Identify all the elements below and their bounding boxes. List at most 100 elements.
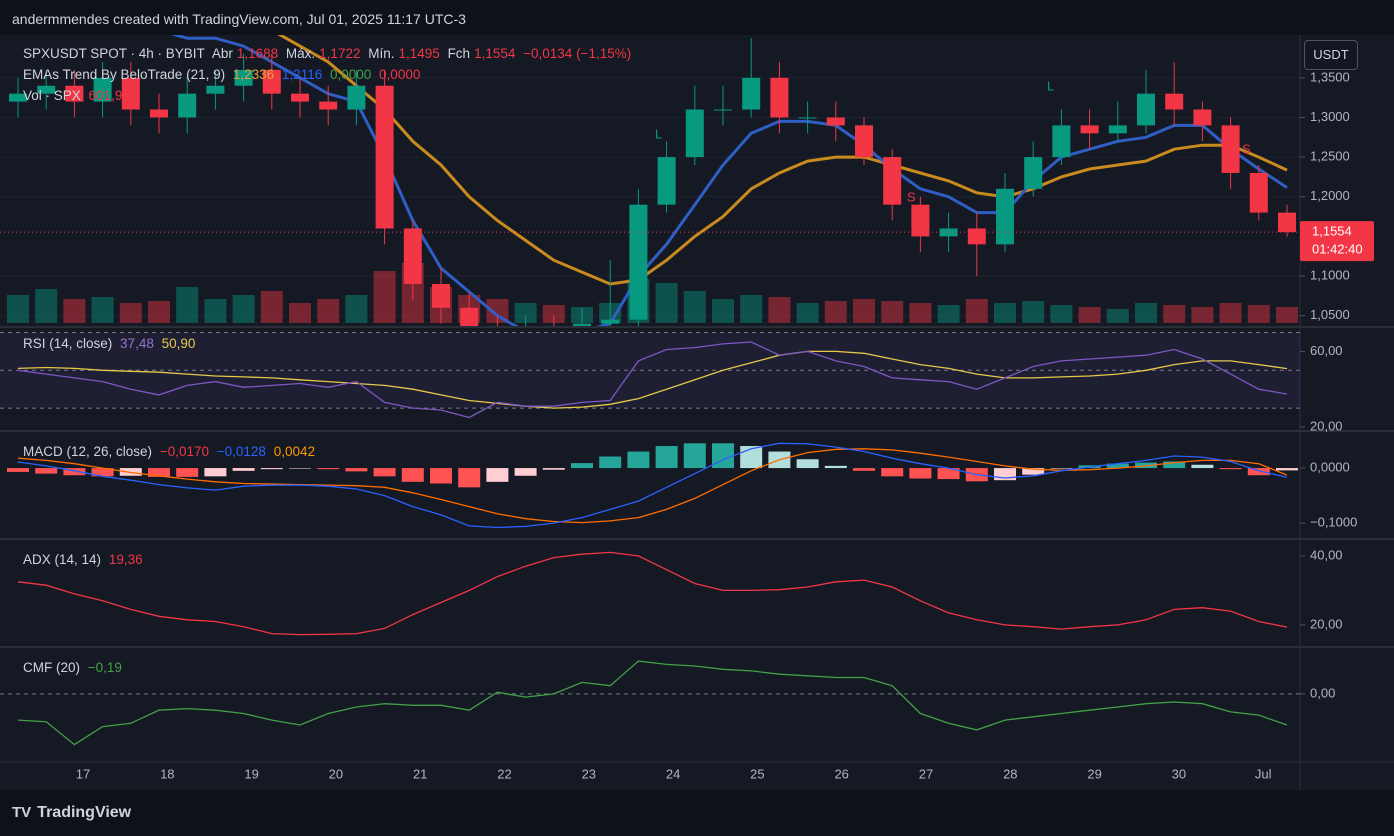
- indicator-line: [17, 660, 1288, 746]
- indicator-name: EMAs Trend By BeloTrade (21, 9): [23, 67, 226, 82]
- indicator-name: MACD (12, 26, close): [23, 444, 153, 459]
- macd-histogram-bar: [345, 468, 368, 472]
- macd-histogram-bar: [317, 468, 340, 470]
- ohlc-label: Máx.: [285, 46, 316, 61]
- candle-body: [93, 77, 112, 102]
- volume-bar: [740, 295, 763, 323]
- candle-body: [657, 157, 676, 205]
- legend-ema: EMAs Trend By BeloTrade (21, 9) 1,2336 1…: [23, 67, 424, 82]
- candle-body: [798, 117, 817, 119]
- candle-body: [685, 109, 704, 158]
- macd-histogram-bar: [1276, 468, 1298, 471]
- volume-bar: [317, 299, 340, 323]
- candle-body: [347, 85, 366, 110]
- candle-body: [262, 69, 281, 94]
- legend-adx: ADX (14, 14) 19,36: [23, 552, 147, 567]
- macd-histogram-bar: [881, 468, 904, 477]
- candle-body: [460, 307, 479, 326]
- indicator-line: [17, 551, 1288, 636]
- candle-body: [967, 228, 986, 245]
- y-tick-label: 1,2000: [1310, 188, 1350, 203]
- volume-bar: [1078, 307, 1101, 323]
- currency-button[interactable]: USDT: [1304, 40, 1358, 70]
- volume-bar: [796, 303, 819, 323]
- ohlc-value: 1,1554: [474, 46, 516, 61]
- macd-histogram-bar: [176, 468, 199, 477]
- indicator-line: [17, 341, 1288, 419]
- x-tick-label: 17: [76, 766, 90, 781]
- x-tick-label: 24: [666, 766, 680, 781]
- candle-body: [206, 85, 225, 94]
- volume-bar: [683, 291, 706, 323]
- candle-body: [742, 77, 761, 110]
- ohlc-label: Mín.: [368, 46, 395, 61]
- candle-body: [826, 117, 845, 126]
- rsi-pane: [0, 332, 1300, 419]
- macd-histogram-bar: [1050, 468, 1073, 469]
- volume-bar: [345, 295, 368, 323]
- x-tick-label: 20: [329, 766, 343, 781]
- macd-histogram-bar: [571, 463, 593, 469]
- indicator-value: 37,48: [120, 336, 154, 351]
- macd-histogram-bar: [712, 443, 734, 469]
- candle-body: [1278, 212, 1296, 233]
- indicator-name: CMF (20): [23, 660, 80, 675]
- candle-body: [403, 228, 422, 284]
- candle-body: [1108, 125, 1127, 134]
- volume-bar: [260, 291, 283, 323]
- legend-cmf: CMF (20) −0,19: [23, 660, 126, 675]
- signal-marker: L: [1047, 78, 1054, 93]
- ohlc-label: Fch: [447, 46, 471, 61]
- indicator-value: −0,0170: [159, 444, 209, 459]
- candle-body: [1080, 125, 1099, 134]
- macd-histogram-bar: [909, 468, 932, 479]
- ohlc-label: Abr: [211, 46, 233, 61]
- candle-body: [1249, 172, 1268, 213]
- candle-body: [1221, 125, 1240, 173]
- x-tick-label: Jul: [1255, 766, 1272, 781]
- signal-marker: L: [655, 126, 662, 141]
- volume-bar: [7, 295, 29, 323]
- macd-histogram-bar: [430, 468, 452, 484]
- y-tick-label: 0,0000: [1310, 460, 1350, 475]
- indicator-name: RSI (14, close): [23, 336, 113, 351]
- volume-bar: [1050, 305, 1073, 323]
- x-tick-label: 30: [1172, 766, 1186, 781]
- candle-body: [432, 283, 450, 308]
- cmf-pane: [0, 660, 1300, 746]
- y-tick-label: 1,2500: [1310, 149, 1350, 164]
- x-tick-label: 21: [413, 766, 427, 781]
- candle-body: [121, 77, 140, 110]
- x-tick-label: 23: [582, 766, 596, 781]
- volume-bar: [176, 287, 199, 323]
- candle-body: [178, 93, 197, 118]
- x-tick-label: 25: [750, 766, 764, 781]
- volume-bar: [1022, 301, 1045, 323]
- macd-histogram-bar: [63, 468, 86, 476]
- macd-histogram-bar: [1219, 468, 1242, 470]
- volume-bar: [1135, 303, 1157, 323]
- indicator-line: [17, 350, 1288, 409]
- logo: TV: [12, 804, 32, 821]
- indicator-name: ADX (14, 14): [23, 552, 102, 567]
- indicator-value: −0,0128: [216, 444, 266, 459]
- y-tick-label: 60,00: [1310, 343, 1343, 358]
- volume-bar: [289, 303, 311, 323]
- candle-body: [1165, 93, 1184, 110]
- indicator-name: Vol · SPX: [23, 88, 81, 103]
- ohlc-value: 1,1495: [398, 46, 440, 61]
- indicator-line: [170, 35, 1288, 326]
- y-tick-label: 1,0500: [1310, 307, 1350, 322]
- macd-histogram-bar: [1247, 468, 1270, 476]
- indicator-value: 19,36: [108, 552, 143, 567]
- y-tick-label: 20,00: [1310, 616, 1343, 631]
- y-tick-label: 1,3000: [1310, 109, 1350, 124]
- candle-body: [911, 204, 930, 237]
- indicator-value: 1,2336: [232, 67, 275, 82]
- candle-body: [996, 188, 1014, 245]
- footer-brand: TV TradingView: [12, 804, 131, 822]
- x-tick-label: 29: [1087, 766, 1101, 781]
- volume-bar: [373, 271, 396, 323]
- x-tick-label: 27: [919, 766, 933, 781]
- macd-histogram-bar: [824, 465, 847, 469]
